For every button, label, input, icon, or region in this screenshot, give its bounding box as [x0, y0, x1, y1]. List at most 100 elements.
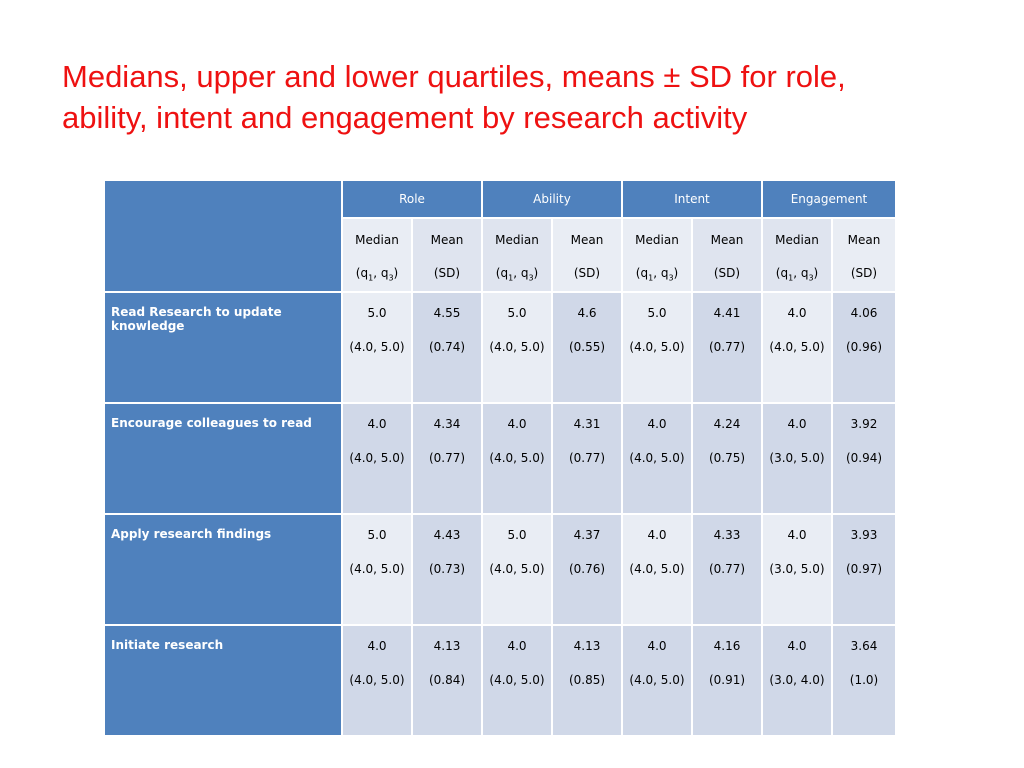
subheader-mean-ability: Mean (SD)	[551, 217, 623, 293]
median-cell: 4.0 (3.0, 5.0)	[761, 402, 833, 515]
mean-cell: 4.55 (0.74)	[411, 291, 483, 404]
mean-value: 3.93	[850, 528, 878, 542]
table-body: Read Research to update knowledge 5.0 (4.0…	[103, 291, 897, 737]
sd-value: (0.77)	[568, 451, 606, 465]
subheader-quartiles-label: (q1, q3)	[483, 266, 551, 282]
table-corner-cell	[103, 179, 343, 293]
median-cell: 4.0 (4.0, 5.0)	[481, 624, 553, 737]
median-cell: 5.0 (4.0, 5.0)	[481, 513, 553, 626]
subheader-mean-engagement: Mean (SD)	[831, 217, 897, 293]
mean-cell: 4.13 (0.84)	[411, 624, 483, 737]
statistics-table: Role Ability Intent Engagement Median (q1…	[103, 179, 897, 737]
quartiles-value: (4.0, 5.0)	[349, 340, 405, 354]
quartiles-value: (4.0, 5.0)	[349, 562, 405, 576]
row-label: Read Research to update knowledge	[103, 291, 343, 404]
median-value: 5.0	[507, 528, 527, 542]
subheader-median-label: Median	[775, 233, 819, 247]
subheader-quartiles-label: (q1, q3)	[763, 266, 831, 282]
mean-cell: 4.31 (0.77)	[551, 402, 623, 515]
sd-value: (0.73)	[428, 562, 466, 576]
median-value: 4.0	[647, 417, 667, 431]
sd-value: (0.94)	[845, 451, 883, 465]
median-cell: 4.0 (4.0, 5.0)	[341, 402, 413, 515]
quartiles-value: (4.0, 5.0)	[349, 451, 405, 465]
subheader-median-engagement: Median (q1, q3)	[761, 217, 833, 293]
quartiles-value: (4.0, 5.0)	[629, 340, 685, 354]
row-label: Initiate research	[103, 624, 343, 737]
subheader-sd-label: (SD)	[850, 266, 878, 280]
median-cell: 4.0 (4.0, 5.0)	[761, 291, 833, 404]
group-header-role: Role	[341, 179, 483, 219]
q1-subscript: 1	[648, 273, 654, 283]
mean-value: 4.16	[713, 639, 741, 653]
sd-value: (0.96)	[845, 340, 883, 354]
quartile-prefix: (q	[355, 266, 369, 280]
quartiles-value: (4.0, 5.0)	[489, 673, 545, 687]
mean-cell: 4.43 (0.73)	[411, 513, 483, 626]
mean-cell: 3.64 (1.0)	[831, 624, 897, 737]
sd-value: (0.84)	[428, 673, 466, 687]
mean-cell: 4.41 (0.77)	[691, 291, 763, 404]
mean-value: 4.33	[713, 528, 741, 542]
median-value: 4.0	[507, 639, 527, 653]
mean-value: 3.64	[850, 639, 878, 653]
sub-header-row: Median (q1, q3) Mean (SD) Median (q1, q3) Mean…	[104, 217, 897, 293]
median-cell: 5.0 (4.0, 5.0)	[481, 291, 553, 404]
median-value: 4.0	[787, 306, 807, 320]
quartile-prefix: (q	[635, 266, 649, 280]
subheader-sd-label: (SD)	[573, 266, 601, 280]
quartile-suffix: )	[813, 266, 819, 280]
mean-value: 4.34	[433, 417, 461, 431]
median-value: 4.0	[647, 639, 667, 653]
mean-cell: 4.33 (0.77)	[691, 513, 763, 626]
median-value: 5.0	[507, 306, 527, 320]
median-value: 5.0	[367, 528, 387, 542]
quartiles-value: (4.0, 5.0)	[629, 562, 685, 576]
subheader-quartiles-label: (q1, q3)	[623, 266, 691, 282]
sd-value: (0.55)	[568, 340, 606, 354]
sd-value: (0.85)	[568, 673, 606, 687]
mean-cell: 4.37 (0.76)	[551, 513, 623, 626]
median-value: 4.0	[787, 528, 807, 542]
quartiles-value: (3.0, 5.0)	[769, 451, 825, 465]
mean-value: 4.6	[577, 306, 597, 320]
subheader-median-intent: Median (q1, q3)	[621, 217, 693, 293]
sd-value: (1.0)	[849, 673, 879, 687]
subheader-median-label: Median	[355, 233, 399, 247]
sd-value: (0.77)	[708, 562, 746, 576]
mean-cell: 3.93 (0.97)	[831, 513, 897, 626]
median-value: 4.0	[787, 639, 807, 653]
median-value: 5.0	[647, 306, 667, 320]
mean-value: 4.06	[850, 306, 878, 320]
group-header-intent: Intent	[621, 179, 763, 219]
subheader-mean-label: Mean	[570, 233, 604, 247]
table-row: Apply research findings 5.0 (4.0, 5.0) 4.43…	[103, 513, 897, 626]
median-cell: 4.0 (4.0, 5.0)	[341, 624, 413, 737]
subheader-quartiles-label: (q1, q3)	[343, 266, 411, 282]
median-cell: 4.0 (3.0, 5.0)	[761, 513, 833, 626]
subheader-sd-label: (SD)	[433, 266, 461, 280]
subheader-mean-label: Mean	[847, 233, 881, 247]
quartiles-value: (4.0, 5.0)	[489, 451, 545, 465]
subheader-mean-intent: Mean (SD)	[691, 217, 763, 293]
sd-value: (0.91)	[708, 673, 746, 687]
subheader-sd-label: (SD)	[713, 266, 741, 280]
subheader-mean-label: Mean	[430, 233, 464, 247]
quartile-separator: , q	[513, 266, 529, 280]
sd-value: (0.77)	[428, 451, 466, 465]
quartile-suffix: )	[533, 266, 539, 280]
median-cell: 4.0 (4.0, 5.0)	[481, 402, 553, 515]
row-label: Apply research findings	[103, 513, 343, 626]
mean-value: 4.31	[573, 417, 601, 431]
table-row: Read Research to update knowledge 5.0 (4.0…	[103, 291, 897, 404]
mean-value: 4.55	[433, 306, 461, 320]
subheader-median-role: Median (q1, q3)	[341, 217, 413, 293]
mean-cell: 3.92 (0.94)	[831, 402, 897, 515]
quartiles-value: (4.0, 5.0)	[629, 451, 685, 465]
sd-value: (0.74)	[428, 340, 466, 354]
mean-cell: 4.13 (0.85)	[551, 624, 623, 737]
median-value: 4.0	[787, 417, 807, 431]
quartile-separator: , q	[653, 266, 669, 280]
table-row: Initiate research 4.0 (4.0, 5.0) 4.13 (0.84)…	[103, 624, 897, 737]
slide-title-line-2: ability, intent and engagement by resear…	[62, 100, 748, 135]
